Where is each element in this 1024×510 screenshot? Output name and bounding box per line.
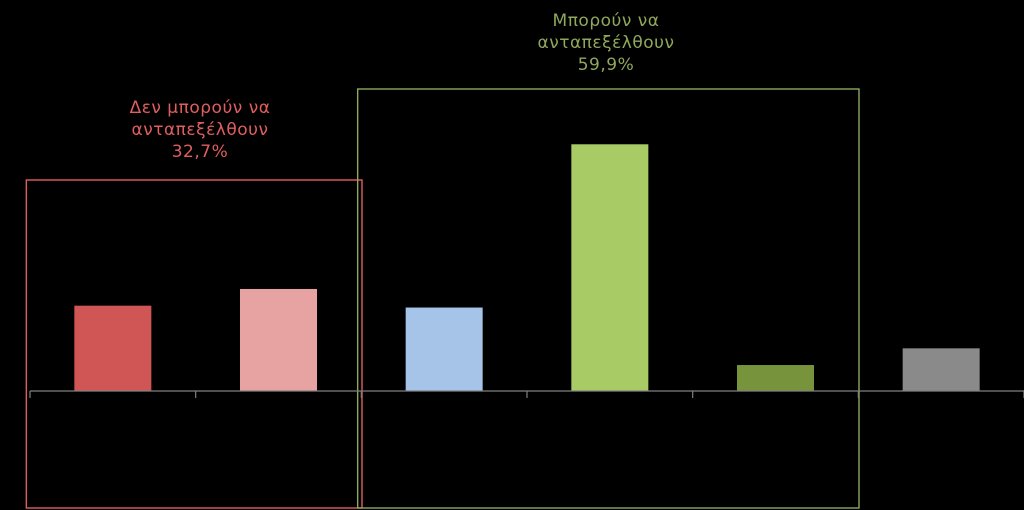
group-label-line1: Δεν μπορούν να [129,98,271,118]
bar [240,288,317,391]
group-label-can-cope: Μπορούν να ανταπεξέλθουν 59,9% [496,10,716,76]
bar [737,365,814,391]
group-label-line1: Μπορούν να [552,11,660,31]
bar [902,348,980,391]
bar [74,305,152,391]
group-label-value: 59,9% [577,55,635,75]
group-label-value: 32,7% [171,142,229,162]
group-label-cannot-cope: Δεν μπορούν να ανταπεξέλθουν 32,7% [90,97,310,163]
group-frame [356,88,860,509]
group-frame [25,179,363,509]
bar [571,144,649,391]
group-label-line2: ανταπεξέλθουν [131,120,269,140]
group-label-line2: ανταπεξέλθουν [537,33,675,53]
bar [405,307,483,391]
